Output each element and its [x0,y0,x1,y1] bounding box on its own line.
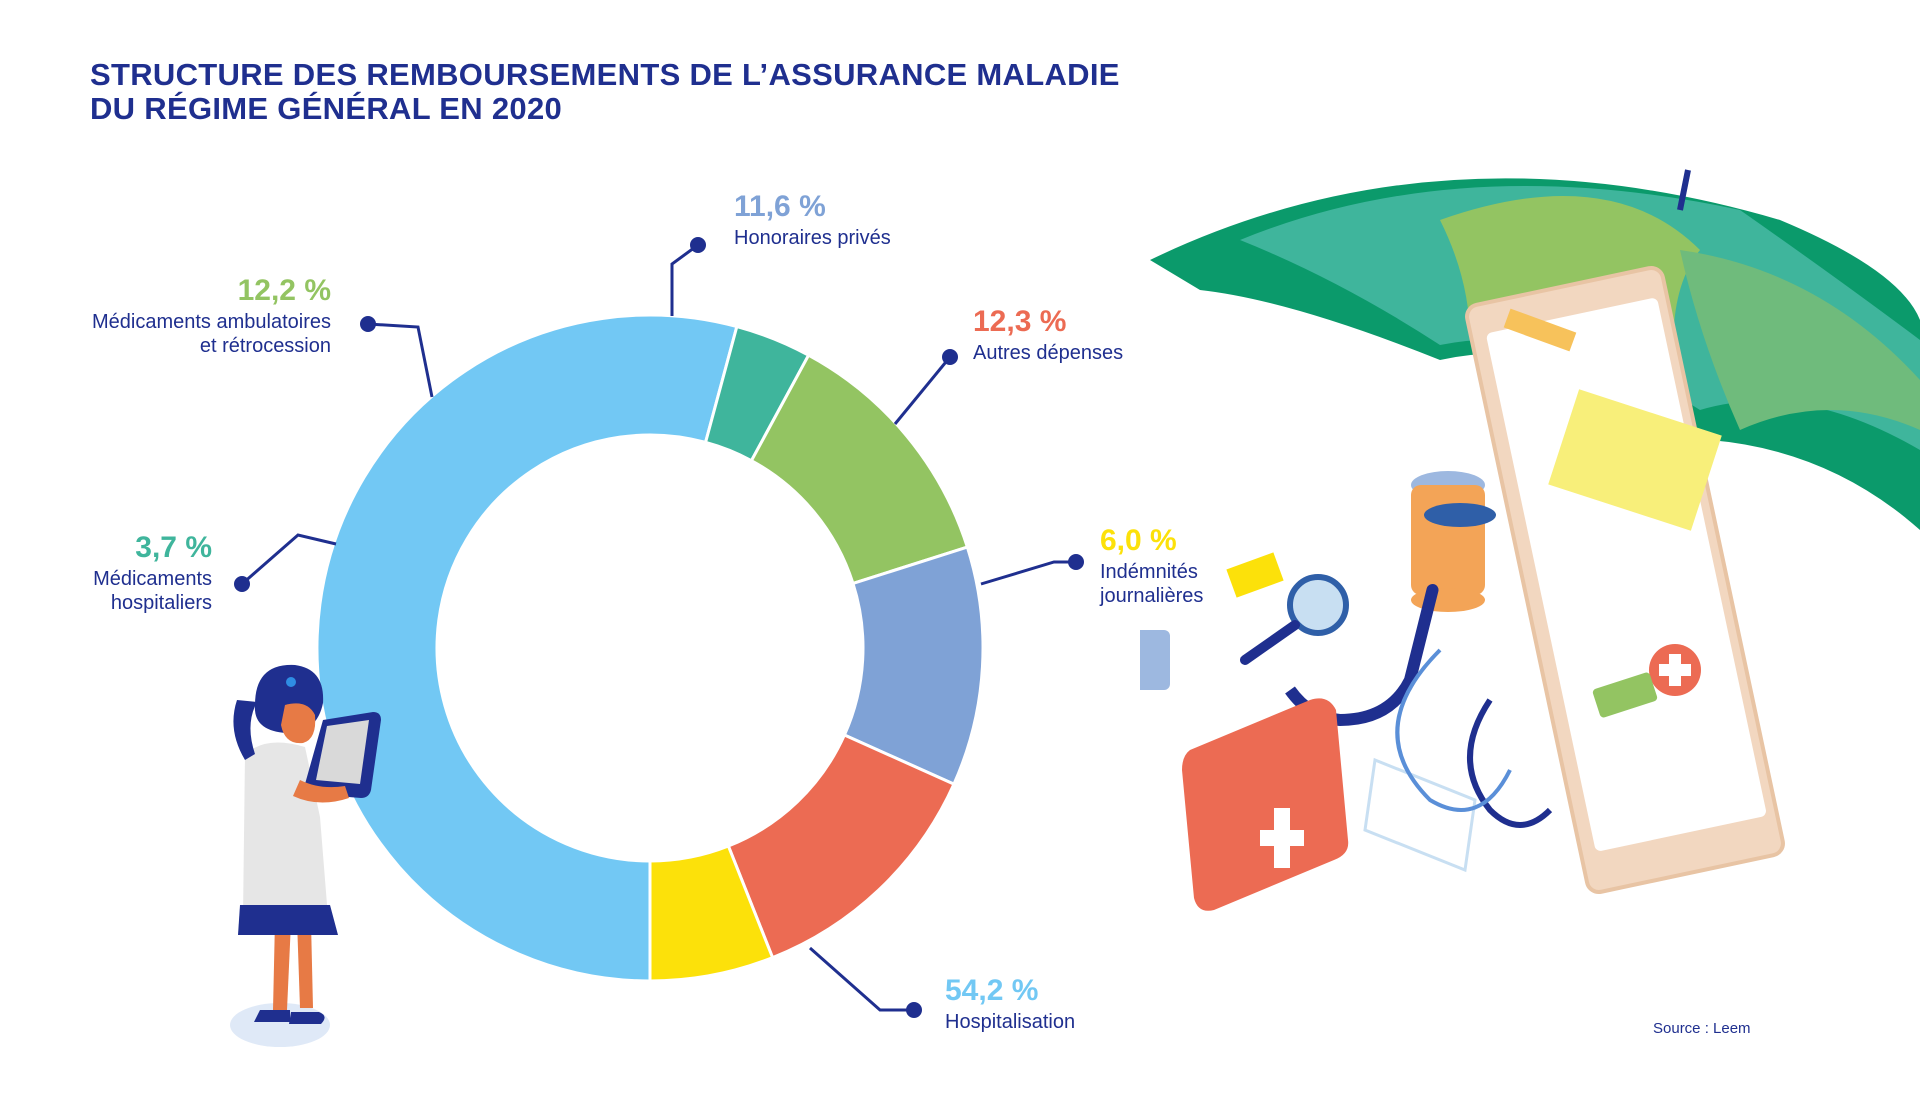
slice-value-label: 3,7 % [135,531,212,564]
slice-category-label: Médicaments [93,568,212,590]
chart-title: STRUCTURE DES REMBOURSEMENTS DE L’ASSURA… [90,58,1120,126]
leader-dot [906,1002,922,1018]
leader-dot [234,576,250,592]
donut-slice [726,733,956,960]
slice-category-label: et rétrocession [200,335,331,357]
slice-category-label: journalières [1099,585,1203,607]
chart-title-line-2: DU RÉGIME GÉNÉRAL EN 2020 [90,91,563,126]
medical-umbrella-illustration [1140,169,1920,911]
leader-line [241,533,337,586]
slice-value-label: 54,2 % [945,974,1038,1007]
leader-line [980,560,1076,586]
leader-line [367,322,434,398]
slice-labels: 54,2 % Hospitalisation 3,7 % Médicamentshos… [92,190,1203,1033]
doctor-illustration [230,664,381,1047]
slice-value-label: 12,3 % [973,305,1066,338]
chart-title-line-1: STRUCTURE DES REMBOURSEMENTS DE L’ASSURA… [90,57,1120,92]
source-note: Source : Leem [1653,1020,1751,1037]
slice-category-label: Honoraires privés [734,227,891,249]
slice-value-label: 11,6 % [734,190,826,223]
slice-category-label: Autres dépenses [973,342,1123,364]
leader-dot [690,237,706,253]
leader-line [670,243,699,316]
leader-dot [942,349,958,365]
leader-dot [360,316,376,332]
slice-value-label: 6,0 % [1100,524,1177,557]
slice-value-label: 12,2 % [238,274,331,307]
slice-category-label: Médicaments ambulatoires [92,311,331,333]
slice-category-label: hospitaliers [111,592,212,614]
donut-slice [648,844,775,983]
donut-slice [315,313,739,983]
leader-dot [1068,554,1084,570]
slice-category-label: Indémnités [1100,561,1198,583]
leader-lines [234,237,1084,1018]
slice-category-label: Hospitalisation [945,1011,1075,1033]
donut-slices [315,313,985,983]
leader-line [809,946,914,1012]
leader-line [893,356,952,425]
